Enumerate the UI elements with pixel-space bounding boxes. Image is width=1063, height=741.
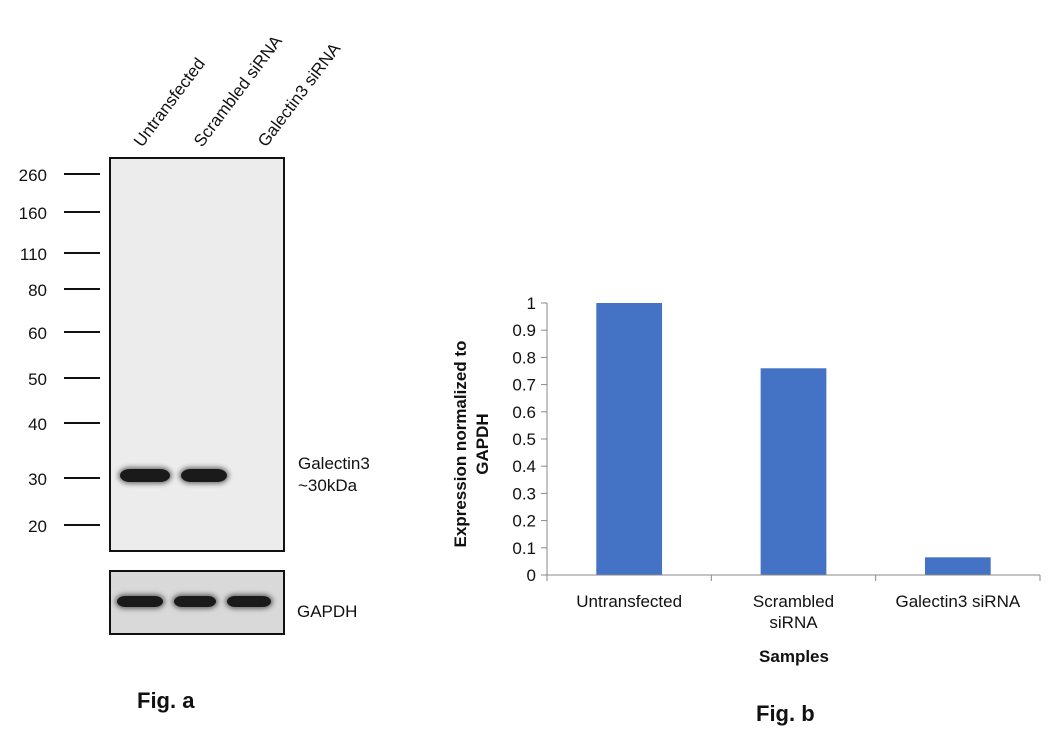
y-tick-label: 0.9 bbox=[512, 321, 536, 340]
band-gapdh-galectin3 bbox=[227, 596, 271, 607]
y-axis-ticks: 0 0.1 0.2 0.3 0.4 0.5 0.6 0.7 0.8 0.9 1 bbox=[512, 294, 547, 585]
bar-galectin3-sirna bbox=[924, 557, 991, 575]
band-gapdh-untransfected bbox=[117, 596, 163, 607]
mw-label-160: 160 bbox=[18, 204, 47, 223]
mw-label-60: 60 bbox=[28, 324, 47, 343]
x-tick-label: Galectin3 siRNA bbox=[895, 592, 1020, 611]
bar-untransfected bbox=[596, 303, 663, 575]
mw-tick-20 bbox=[64, 524, 100, 526]
mw-tick-80 bbox=[64, 288, 100, 290]
y-tick-label: 1 bbox=[527, 294, 536, 313]
y-tick-label: 0 bbox=[527, 566, 536, 585]
expression-bar-chart: Expression normalized to GAPDH 0 0.1 0.2 0.3… bbox=[451, 294, 1041, 666]
x-tick-label: Scrambled bbox=[753, 592, 834, 611]
mw-tick-50 bbox=[64, 377, 100, 379]
mw-label-50: 50 bbox=[28, 370, 47, 389]
x-axis-label: Samples bbox=[759, 647, 829, 666]
mw-tick-40 bbox=[64, 422, 100, 424]
y-tick-label: 0.6 bbox=[512, 403, 536, 422]
band-galectin3-scrambled bbox=[181, 469, 227, 482]
band-galectin3-untransfected bbox=[120, 469, 170, 482]
y-axis-label-line: GAPDH bbox=[473, 413, 492, 474]
mw-label-30: 30 bbox=[28, 470, 47, 489]
y-tick-label: 0.3 bbox=[512, 484, 536, 503]
x-axis-ticks: Untransfected Scrambled siRNA Galectin3 siR… bbox=[546, 575, 1041, 632]
galectin3-blot bbox=[109, 157, 285, 552]
bars bbox=[596, 303, 991, 575]
y-tick-label: 0.4 bbox=[512, 457, 536, 476]
mw-tick-260 bbox=[64, 173, 100, 175]
mw-label-20: 20 bbox=[28, 517, 47, 536]
galectin3-label: Galectin3 ~30kDa bbox=[298, 453, 370, 497]
band-gapdh-scrambled bbox=[174, 596, 216, 607]
mw-tick-160 bbox=[64, 211, 100, 213]
y-tick-label: 0.8 bbox=[512, 348, 536, 367]
y-axis-label-line: Expression normalized to bbox=[451, 341, 470, 548]
y-tick-label: 0.2 bbox=[512, 512, 536, 531]
mw-tick-30 bbox=[64, 477, 100, 479]
galectin3-label-size: ~30kDa bbox=[298, 476, 358, 495]
bar-scrambled-sirna bbox=[760, 368, 827, 575]
x-tick-label: Untransfected bbox=[576, 592, 682, 611]
y-tick-label: 0.5 bbox=[512, 430, 536, 449]
mw-tick-60 bbox=[64, 331, 100, 333]
axes bbox=[546, 303, 1040, 576]
y-tick-label: 0.7 bbox=[512, 376, 536, 395]
fig-a-caption: Fig. a bbox=[137, 688, 195, 713]
mw-label-110: 110 bbox=[19, 245, 47, 264]
mw-label-80: 80 bbox=[28, 281, 47, 300]
x-tick-label: siRNA bbox=[769, 613, 818, 632]
mw-tick-110 bbox=[64, 252, 100, 254]
galectin3-label-name: Galectin3 bbox=[298, 454, 370, 473]
fig-b-caption: Fig. b bbox=[756, 701, 815, 726]
gapdh-label: GAPDH bbox=[297, 602, 358, 621]
mw-label-260: 260 bbox=[18, 166, 47, 185]
gapdh-blot bbox=[109, 570, 285, 635]
y-tick-label: 0.1 bbox=[512, 539, 536, 558]
y-axis-label: Expression normalized to GAPDH bbox=[451, 341, 492, 548]
mw-label-40: 40 bbox=[28, 415, 47, 434]
